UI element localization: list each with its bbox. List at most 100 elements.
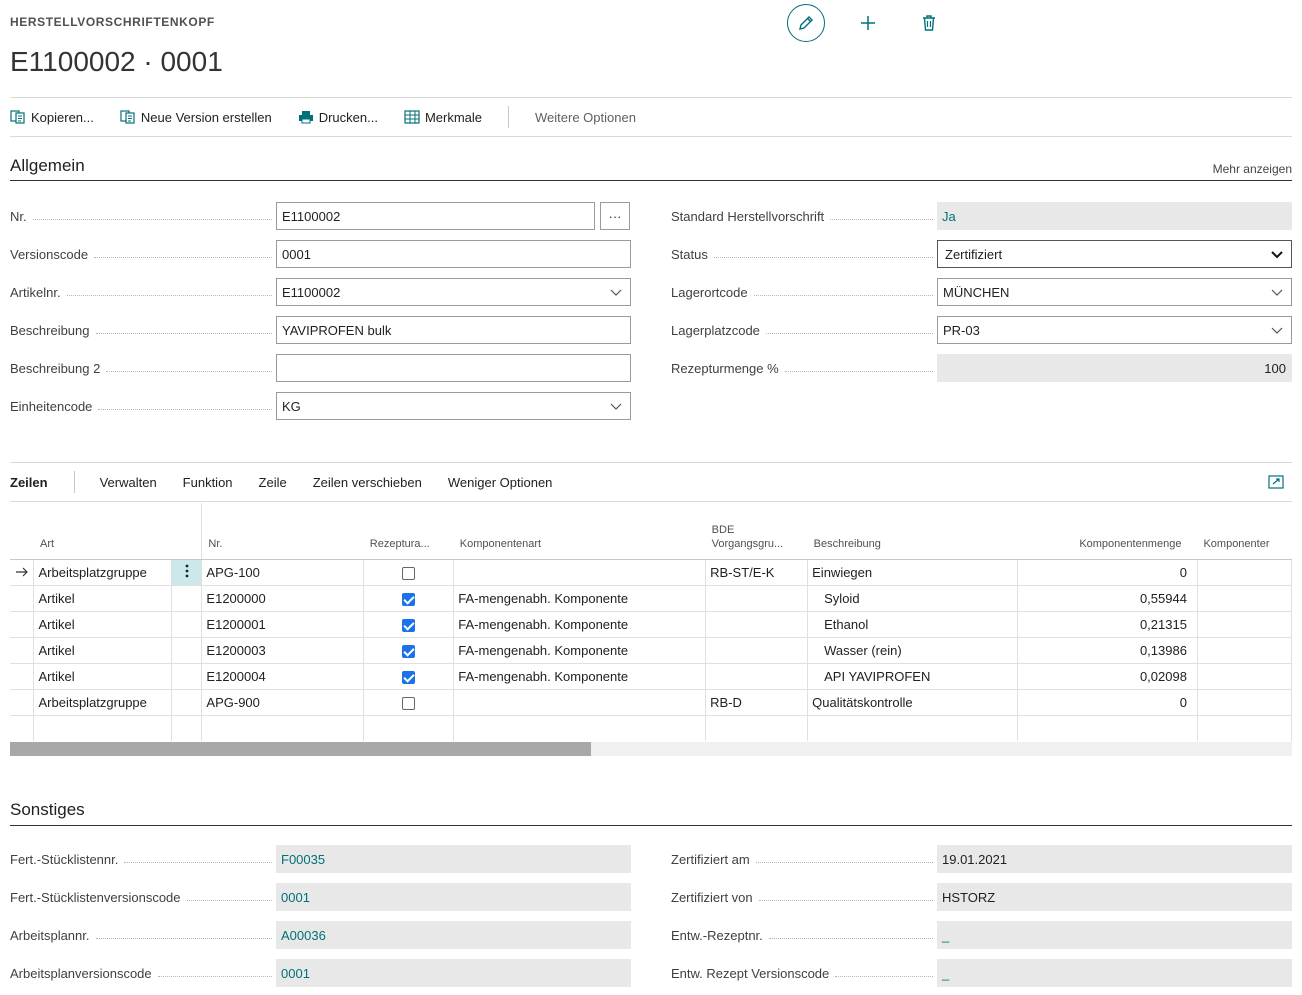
cell-no[interactable]: E1200001 xyxy=(201,611,365,638)
location-select[interactable]: MÜNCHEN xyxy=(937,278,1292,306)
cell-bde[interactable] xyxy=(705,611,809,638)
new-button[interactable] xyxy=(849,4,887,42)
dev-recipe-value[interactable]: _ xyxy=(937,921,1292,949)
cell-recipe[interactable] xyxy=(363,637,455,664)
col-comp-type[interactable]: Komponentenart xyxy=(453,503,706,560)
cell-recipe[interactable] xyxy=(363,689,455,716)
row-menu[interactable] xyxy=(171,637,203,664)
col-type[interactable]: Art xyxy=(33,503,172,560)
bom-version-value[interactable]: 0001 xyxy=(276,883,631,911)
recipe-checkbox[interactable] xyxy=(402,566,416,580)
cell-comp[interactable] xyxy=(1197,611,1292,638)
cell-recipe[interactable] xyxy=(363,611,455,638)
bin-select[interactable]: PR-03 xyxy=(937,316,1292,344)
cell-bde[interactable] xyxy=(705,585,809,612)
col-qty[interactable]: Komponentenmenge xyxy=(1017,503,1198,560)
cell-comp[interactable] xyxy=(1197,637,1292,664)
cell-no[interactable]: E1200000 xyxy=(201,585,365,612)
more-options-action[interactable]: Weitere Optionen xyxy=(535,110,636,125)
horizontal-scrollbar[interactable] xyxy=(10,742,1292,756)
cell-desc[interactable]: Wasser (rein) xyxy=(807,637,1019,664)
row-menu[interactable] xyxy=(171,689,203,716)
cell-comp-type[interactable]: FA-mengenabh. Komponente xyxy=(453,637,707,664)
lines-menu-function[interactable]: Funktion xyxy=(182,474,233,490)
cell-type[interactable]: Arbeitsplatzgruppe xyxy=(33,689,173,716)
recipe-checkbox[interactable] xyxy=(402,644,416,658)
cell-type[interactable]: Artikel xyxy=(33,637,173,664)
lines-menu-move[interactable]: Zeilen verschieben xyxy=(312,474,422,490)
cell-comp-type[interactable]: FA-mengenabh. Komponente xyxy=(453,585,707,612)
new-version-action[interactable]: Neue Version erstellen xyxy=(120,110,272,125)
status-select[interactable]: Zertifiziert xyxy=(937,240,1292,268)
cell-desc[interactable]: Syloid xyxy=(807,585,1019,612)
cell-qty[interactable]: 0,55944 xyxy=(1017,585,1198,612)
cell-comp[interactable] xyxy=(1197,663,1292,690)
cell-comp[interactable] xyxy=(1197,585,1292,612)
cell-qty[interactable]: 0,02098 xyxy=(1017,663,1198,690)
recipe-checkbox[interactable] xyxy=(402,696,416,710)
version-code-input[interactable]: 0001 xyxy=(276,240,631,268)
cell-comp-type[interactable] xyxy=(453,559,707,586)
table-row-empty[interactable] xyxy=(10,715,1292,741)
lines-less-options[interactable]: Weniger Optionen xyxy=(447,474,553,490)
cell-bde[interactable]: RB-ST/E-K xyxy=(705,559,809,586)
table-row[interactable]: Artikel E1200000 FA-mengenabh. Komponente S… xyxy=(10,585,1292,612)
cell-no[interactable]: APG-100 xyxy=(201,559,365,586)
col-desc[interactable]: Beschreibung xyxy=(807,503,1018,560)
cell-desc[interactable]: API YAVIPROFEN xyxy=(807,663,1019,690)
table-row[interactable]: Arbeitsplatzgruppe APG-900 RB-D Qualitätsko… xyxy=(10,689,1292,716)
empty-cell[interactable] xyxy=(1197,715,1292,741)
col-comp[interactable]: Komponenter xyxy=(1197,503,1292,560)
table-row[interactable]: Arbeitsplatzgruppe APG-100 RB-ST/E-K Einwie… xyxy=(10,559,1292,586)
row-selector[interactable] xyxy=(10,663,35,690)
cell-bde[interactable]: RB-D xyxy=(705,689,809,716)
cell-type[interactable]: Artikel xyxy=(33,663,173,690)
table-row[interactable]: Artikel E1200004 FA-mengenabh. Komponente A… xyxy=(10,663,1292,690)
recipe-checkbox[interactable] xyxy=(402,592,416,606)
empty-cell[interactable] xyxy=(363,715,455,741)
cell-desc[interactable]: Einwiegen xyxy=(807,559,1019,586)
cell-no[interactable]: E1200003 xyxy=(201,637,365,664)
lines-menu-line[interactable]: Zeile xyxy=(258,474,287,490)
cell-desc[interactable]: Qualitätskontrolle xyxy=(807,689,1019,716)
description2-input[interactable] xyxy=(276,354,631,382)
col-bde[interactable]: BDE Vorgangsgru... xyxy=(705,503,808,560)
recipe-checkbox[interactable] xyxy=(402,670,416,684)
cell-qty[interactable]: 0 xyxy=(1017,559,1198,586)
dev-recipe-version-value[interactable]: _ xyxy=(937,959,1292,987)
row-menu[interactable] xyxy=(171,585,203,612)
description-input[interactable]: YAVIPROFEN bulk xyxy=(276,316,631,344)
cell-qty[interactable]: 0,13986 xyxy=(1017,637,1198,664)
empty-cell[interactable] xyxy=(33,715,173,741)
routing-no-value[interactable]: A00036 xyxy=(276,921,631,949)
row-selector[interactable] xyxy=(10,559,35,586)
cell-recipe[interactable] xyxy=(363,585,455,612)
table-row[interactable]: Artikel E1200001 FA-mengenabh. Komponente E… xyxy=(10,611,1292,638)
row-selector[interactable] xyxy=(10,637,35,664)
lines-menu-manage[interactable]: Verwalten xyxy=(99,474,157,490)
uom-select[interactable]: KG xyxy=(276,392,631,420)
routing-version-value[interactable]: 0001 xyxy=(276,959,631,987)
empty-cell[interactable] xyxy=(1017,715,1198,741)
cell-comp-type[interactable]: FA-mengenabh. Komponente xyxy=(453,611,707,638)
empty-cell[interactable] xyxy=(705,715,809,741)
print-action[interactable]: Drucken... xyxy=(298,110,378,125)
row-selector[interactable] xyxy=(10,689,35,716)
empty-cell[interactable] xyxy=(807,715,1019,741)
cell-comp-type[interactable] xyxy=(453,689,707,716)
table-row[interactable]: Artikel E1200003 FA-mengenabh. Komponente W… xyxy=(10,637,1292,664)
row-menu[interactable] xyxy=(171,559,203,586)
empty-cell[interactable] xyxy=(171,715,203,741)
cell-type[interactable]: Artikel xyxy=(33,585,173,612)
cell-no[interactable]: E1200004 xyxy=(201,663,365,690)
cell-type[interactable]: Artikel xyxy=(33,611,173,638)
show-more-link[interactable]: Mehr anzeigen xyxy=(1212,162,1292,176)
cell-bde[interactable] xyxy=(705,637,809,664)
edit-button[interactable] xyxy=(787,4,825,42)
cell-type[interactable]: Arbeitsplatzgruppe xyxy=(33,559,173,586)
empty-cell[interactable] xyxy=(10,715,35,741)
col-recipe[interactable]: Rezeptura... xyxy=(363,503,454,560)
row-menu[interactable] xyxy=(171,611,203,638)
cell-no[interactable]: APG-900 xyxy=(201,689,365,716)
cell-desc[interactable]: Ethanol xyxy=(807,611,1019,638)
